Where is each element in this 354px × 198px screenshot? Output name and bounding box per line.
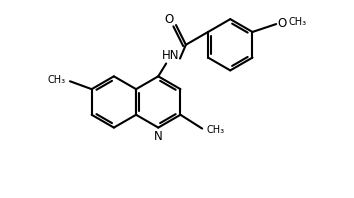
Text: HN: HN — [162, 49, 180, 62]
Text: CH₃: CH₃ — [47, 75, 65, 85]
Text: CH₃: CH₃ — [207, 125, 225, 135]
Text: CH₃: CH₃ — [289, 17, 307, 27]
Text: N: N — [154, 130, 162, 143]
Text: O: O — [165, 13, 174, 26]
Text: O: O — [278, 17, 287, 30]
